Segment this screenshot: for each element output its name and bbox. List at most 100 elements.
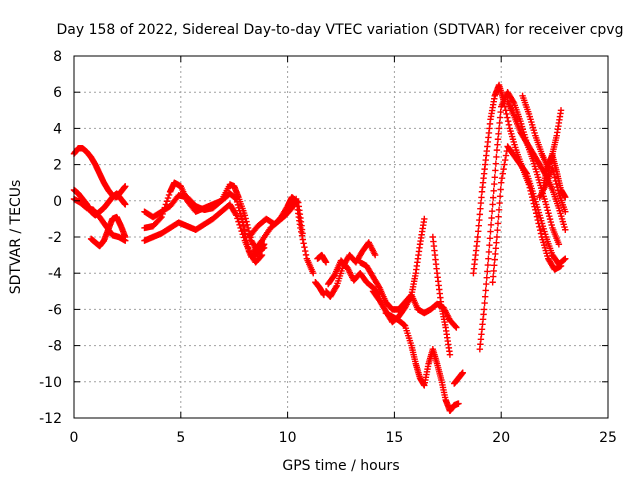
data-point	[547, 218, 555, 226]
data-point	[492, 160, 500, 167]
data-point	[244, 224, 252, 232]
data-point	[502, 107, 509, 114]
data-point	[459, 369, 466, 376]
data-point	[545, 210, 552, 217]
data-point	[122, 233, 129, 241]
data-point	[446, 351, 454, 358]
data-point	[542, 201, 550, 208]
x-axis-label: GPS time / hours	[282, 458, 399, 474]
y-axis-label: SDTVAR / TECUs	[8, 180, 24, 295]
series-sat-track-11	[312, 279, 328, 299]
data-point	[553, 180, 560, 188]
data-point	[489, 273, 497, 280]
data-point	[298, 232, 306, 239]
data-point	[488, 208, 496, 215]
data-point	[485, 255, 492, 262]
series-sat-track-18	[446, 400, 462, 414]
y-tick-label: 4	[53, 121, 62, 137]
data-point	[258, 251, 266, 259]
series-sat-track-26	[536, 165, 569, 215]
series-sat-track-23	[504, 98, 569, 233]
data-point	[492, 245, 500, 252]
series-sat-track-7	[141, 201, 268, 261]
y-tick-label: -8	[48, 339, 62, 355]
data-point	[165, 191, 173, 199]
data-point	[500, 165, 507, 173]
data-point	[493, 153, 500, 161]
y-tick-label: 8	[53, 49, 62, 65]
data-point	[238, 227, 245, 235]
series-sat-track-17	[429, 233, 454, 358]
data-point	[562, 193, 569, 201]
data-point	[260, 241, 268, 248]
data-point	[235, 218, 242, 225]
data-point	[555, 241, 563, 248]
data-point	[484, 268, 491, 275]
data-point	[495, 130, 502, 138]
data-point	[122, 183, 129, 190]
data-point	[158, 213, 165, 221]
data-point	[495, 206, 503, 214]
data-point	[236, 207, 243, 214]
data-point	[157, 215, 164, 222]
data-point	[477, 199, 485, 207]
series-sat-track-4	[87, 213, 129, 250]
data-point	[239, 219, 246, 226]
data-point	[477, 205, 484, 212]
data-point	[562, 255, 569, 262]
x-tick-label: 5	[176, 430, 185, 446]
series-sat-track-21	[476, 89, 563, 353]
data-point	[235, 204, 242, 212]
data-point	[489, 201, 496, 208]
data-point	[257, 252, 265, 260]
y-tick-label: -12	[39, 411, 62, 427]
data-point	[544, 207, 551, 214]
data-point	[478, 194, 485, 201]
data-point	[543, 204, 551, 211]
data-point	[452, 323, 459, 330]
data-point	[490, 267, 497, 275]
series-sat-track-10	[314, 251, 330, 266]
data-point	[551, 174, 559, 181]
data-point	[497, 186, 504, 193]
data-point	[239, 231, 246, 238]
data-point	[502, 152, 510, 159]
data-point	[488, 214, 495, 222]
data-point	[496, 114, 504, 121]
data-point	[234, 201, 242, 209]
data-point	[491, 262, 498, 269]
data-point	[536, 227, 544, 234]
data-point	[485, 248, 493, 256]
x-tick-label: 0	[70, 430, 79, 446]
x-tick-label: 15	[385, 430, 403, 446]
data-points	[70, 81, 569, 414]
data-point	[483, 280, 490, 288]
data-point	[494, 141, 501, 148]
data-point	[233, 198, 241, 206]
y-tick-label: 6	[53, 85, 62, 101]
data-point	[550, 168, 557, 175]
series-sat-track-22	[489, 143, 569, 286]
data-point	[486, 235, 494, 242]
data-point	[483, 274, 490, 281]
data-point	[455, 400, 462, 407]
data-point	[476, 211, 484, 218]
data-point	[481, 299, 488, 307]
data-point	[310, 270, 317, 277]
data-point	[297, 224, 304, 232]
data-point	[549, 165, 556, 172]
data-point	[492, 250, 499, 258]
data-point	[557, 107, 565, 114]
data-point	[562, 208, 569, 215]
chart-title: Day 158 of 2022, Sidereal Day-to-day VTE…	[57, 22, 624, 38]
data-point	[510, 98, 517, 105]
data-point	[491, 174, 498, 181]
data-point	[480, 306, 488, 313]
data-point	[494, 220, 502, 227]
data-point	[546, 215, 554, 223]
data-point	[487, 221, 495, 228]
series-sat-track-15	[369, 215, 428, 326]
data-point	[494, 136, 502, 143]
data-point	[421, 215, 428, 223]
